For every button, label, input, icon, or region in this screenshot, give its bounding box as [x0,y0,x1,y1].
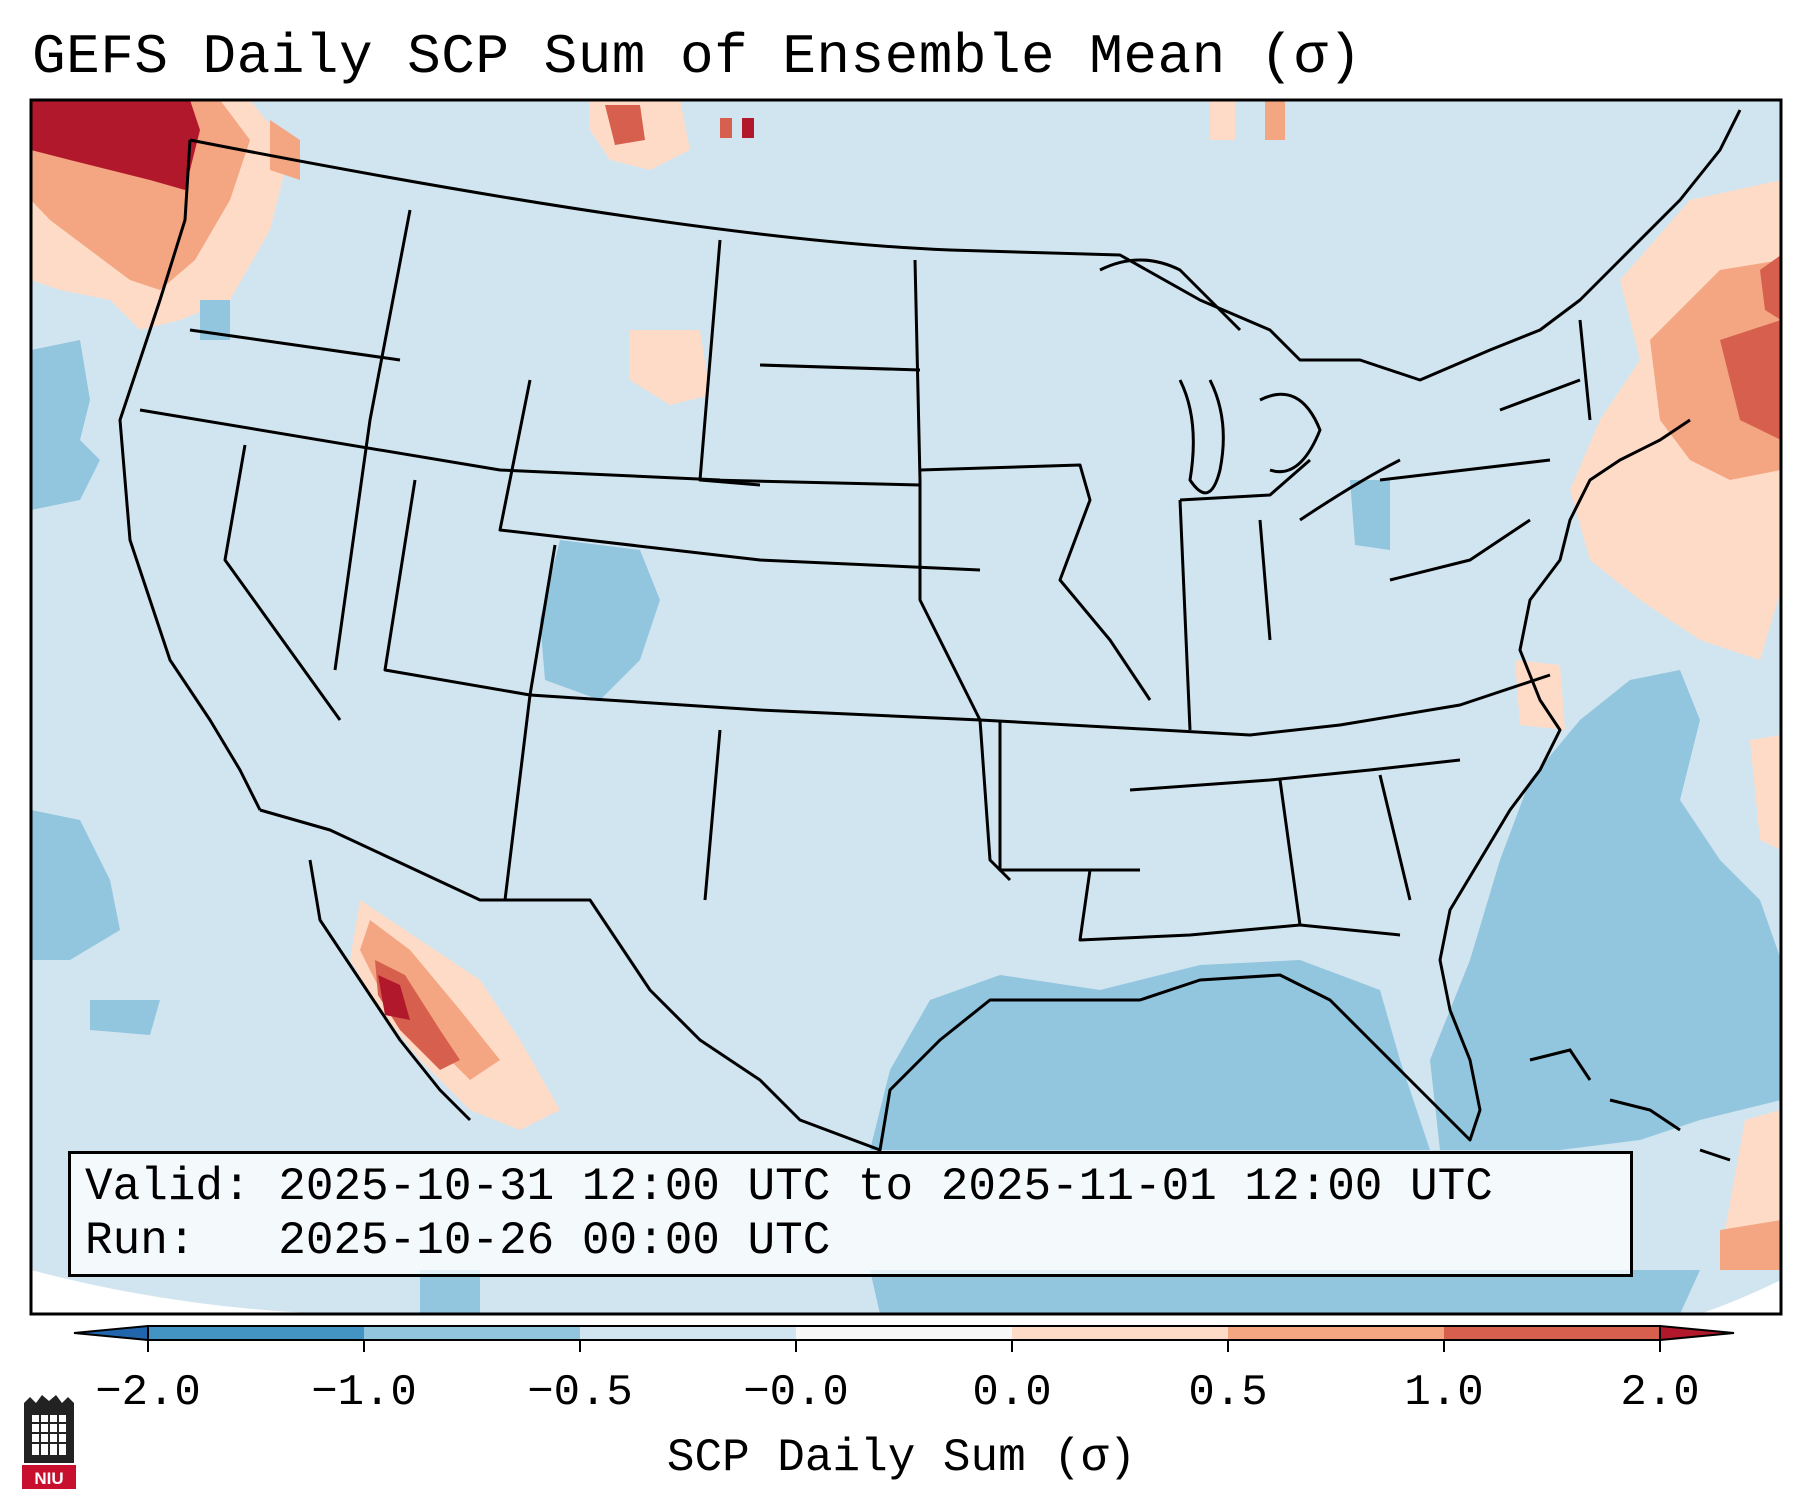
anomaly-baja [350,900,560,1130]
anomaly-northeast-atlantic [1515,180,1781,1270]
colorbar [73,1324,1735,1352]
colorbar-tick-label: −0.5 [527,1368,633,1418]
colorbar-segment [1228,1326,1444,1340]
colorbar-segment [580,1326,796,1340]
colorbar-segment [1444,1326,1660,1340]
valid-run-info-box: Valid: 2025-10-31 12:00 UTC to 2025-11-0… [68,1151,1633,1277]
colorbar-segment [1012,1326,1228,1340]
colorbar-extend-low [73,1324,149,1342]
colorbar-tick-label: 0.0 [972,1368,1052,1418]
colorbar-frame [147,1325,1661,1341]
anomaly-negative-regions [31,300,1781,1314]
colorbar-segment [148,1326,364,1340]
map-frame [29,98,1783,1316]
colorbar-segment [364,1326,580,1340]
map-title: GEFS Daily SCP Sum of Ensemble Mean (σ) [32,25,1363,89]
colorbar-extend-high [1659,1324,1735,1342]
niu-logo: NIU [20,1393,78,1491]
run-time-text: Run: 2025-10-26 00:00 UTC [85,1215,831,1267]
colorbar-tick-label: −0.0 [743,1368,849,1418]
colorbar-tick-label: 1.0 [1404,1368,1484,1418]
colorbar-label: SCP Daily Sum (σ) [666,1432,1137,1484]
colorbar-tick-label: −1.0 [311,1368,417,1418]
anomaly-pacific-northwest [31,100,300,330]
colorbar-tick-label: 2.0 [1620,1368,1700,1418]
colorbar-tick-label: −2.0 [95,1368,201,1418]
projection-edge [31,1270,420,1314]
anomaly-canada-south [590,100,1285,405]
valid-time-text: Valid: 2025-10-31 12:00 UTC to 2025-11-0… [85,1161,1493,1213]
boundary-lines [118,109,1742,1152]
logo-text: NIU [34,1469,64,1488]
caribbean-islands [1529,1048,1731,1162]
colorbar-segment [796,1326,1012,1340]
colorbar-tick-label: 0.5 [1188,1368,1268,1418]
